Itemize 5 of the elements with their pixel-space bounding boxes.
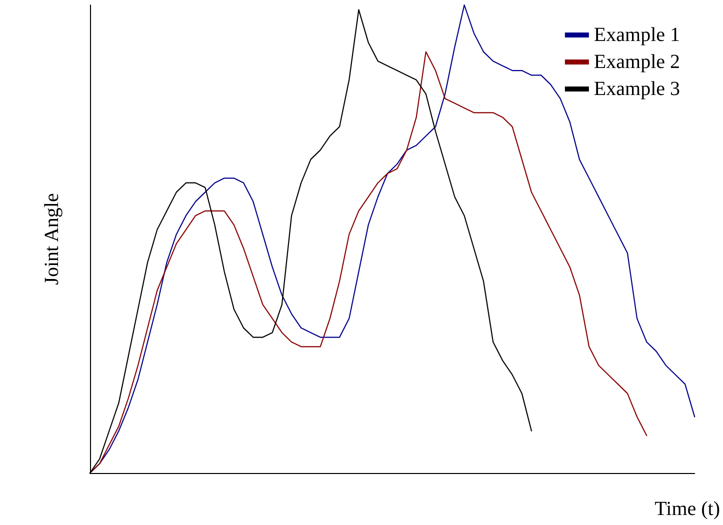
legend-label: Example 2 xyxy=(594,51,680,73)
legend-label: Example 3 xyxy=(594,78,680,100)
x-axis-title: Time (t) xyxy=(654,498,720,520)
legend-label: Example 1 xyxy=(594,24,680,46)
y-axis-title: Joint Angle xyxy=(41,193,63,285)
